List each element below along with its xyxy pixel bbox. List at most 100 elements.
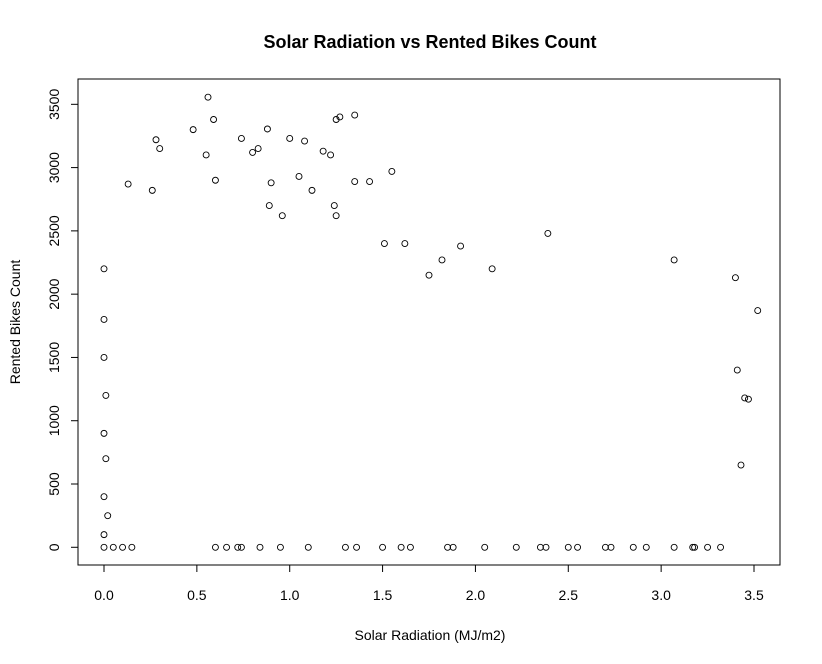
data-point [353, 543, 361, 551]
data-point [754, 307, 762, 315]
data-point [438, 256, 446, 264]
data-point [481, 543, 489, 551]
data-point [351, 178, 359, 185]
data-point [237, 135, 245, 142]
x-tick-label: 0.0 [94, 587, 114, 603]
data-point [406, 543, 414, 551]
data-point [670, 543, 678, 551]
y-tick-label: 2000 [46, 278, 62, 309]
data-point [327, 151, 335, 159]
data-point [254, 145, 262, 153]
y-tick-label: 3500 [46, 89, 62, 120]
data-point [211, 176, 219, 184]
chart-title: Solar Radiation vs Rented Bikes Count [263, 32, 596, 52]
y-tick-label: 2500 [46, 215, 62, 246]
data-point [308, 186, 316, 194]
data-point [286, 135, 294, 142]
y-tick-label: 1000 [46, 405, 62, 436]
data-point [731, 274, 739, 282]
data-point [607, 543, 615, 551]
data-point [401, 240, 409, 247]
data-point [332, 116, 340, 123]
data-point [265, 202, 273, 210]
data-point [295, 173, 303, 180]
x-tick-label: 1.0 [280, 587, 300, 603]
data-point [717, 543, 725, 551]
data-point [249, 148, 257, 156]
data-point [574, 543, 582, 551]
data-point [379, 543, 387, 551]
data-point [304, 543, 312, 551]
data-point [536, 543, 544, 551]
x-tick-label: 3.0 [651, 587, 671, 603]
data-point [104, 512, 112, 520]
data-point [704, 543, 712, 551]
data-point [100, 353, 108, 361]
data-point [425, 271, 433, 279]
y-tick-label: 1500 [46, 342, 62, 373]
data-point [601, 543, 609, 551]
data-point [202, 151, 210, 159]
x-tick-label: 1.5 [373, 587, 393, 603]
data-point [670, 256, 678, 264]
plot-frame [77, 78, 781, 566]
data-point [124, 180, 132, 188]
data-point [102, 391, 110, 399]
data-point [156, 145, 164, 153]
data-point [642, 543, 650, 551]
data-point [100, 429, 108, 437]
data-point [444, 543, 452, 551]
y-axis-ticks: 0 500 1000 1500 2000 2500 3000 3500 [46, 89, 78, 551]
data-point [488, 265, 496, 273]
x-tick-label: 3.5 [744, 587, 764, 603]
data-point [256, 543, 264, 551]
data-point [278, 212, 286, 220]
data-point [210, 116, 218, 123]
data-point [744, 395, 752, 403]
data-point [100, 316, 108, 323]
data-point [211, 543, 219, 551]
data-point [351, 111, 359, 119]
data-point [737, 461, 745, 469]
data-point [542, 543, 550, 551]
data-point [741, 394, 749, 402]
data-points [100, 93, 762, 551]
data-point [397, 543, 405, 551]
y-tick-label: 0 [46, 543, 62, 551]
data-point [564, 543, 572, 551]
data-point [100, 493, 108, 501]
y-tick-label: 500 [46, 472, 62, 496]
data-point [223, 543, 231, 551]
data-point [100, 265, 108, 273]
data-point [276, 543, 284, 551]
data-point [102, 455, 110, 463]
data-point [330, 202, 338, 210]
data-point [267, 179, 275, 187]
x-axis-ticks: 0.0 0.5 1.0 1.5 2.0 2.5 3.0 3.5 [94, 565, 764, 603]
data-point [234, 543, 242, 551]
data-point [319, 147, 327, 155]
y-axis-label: Rented Bikes Count [7, 260, 23, 385]
data-point [263, 125, 271, 133]
data-point [691, 543, 699, 551]
data-point [380, 240, 388, 247]
data-point [332, 212, 340, 220]
data-point [388, 167, 396, 175]
data-point [733, 366, 741, 374]
data-point [189, 126, 197, 134]
data-point [148, 186, 156, 194]
data-point [152, 136, 160, 144]
x-tick-label: 0.5 [187, 587, 207, 603]
x-tick-label: 2.5 [559, 587, 579, 603]
data-point [128, 543, 136, 551]
y-tick-label: 3000 [46, 152, 62, 183]
data-point [100, 531, 108, 539]
data-point [689, 543, 697, 551]
data-point [109, 543, 117, 551]
data-point [237, 543, 245, 551]
x-tick-label: 2.0 [466, 587, 486, 603]
data-point [119, 543, 127, 551]
data-point [457, 242, 465, 250]
data-point [629, 543, 637, 551]
